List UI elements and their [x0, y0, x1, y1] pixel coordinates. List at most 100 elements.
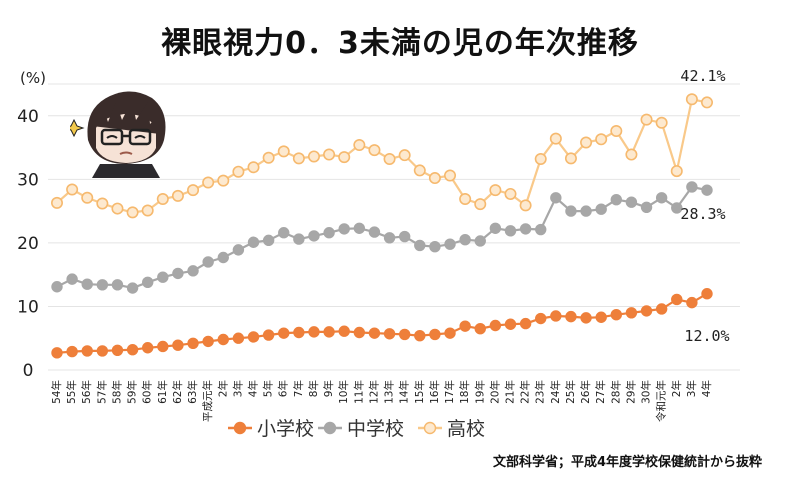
y-tick-label: 10 — [17, 297, 39, 317]
x-tick-label: 6年 — [277, 380, 290, 397]
data-point — [293, 233, 305, 245]
data-point — [655, 303, 668, 315]
x-tick-label: 8年 — [307, 380, 320, 397]
y-tick-label: 0 — [23, 361, 34, 381]
data-point — [610, 125, 623, 138]
data-point — [156, 193, 169, 206]
value-annotation: 12.0% — [684, 327, 729, 345]
data-point — [564, 152, 577, 165]
data-point — [172, 339, 184, 351]
data-point — [157, 271, 169, 283]
data-point — [686, 296, 698, 309]
x-tick-label: 55年 — [65, 380, 78, 404]
data-point — [323, 227, 335, 239]
data-point — [383, 152, 396, 165]
data-point — [565, 310, 577, 323]
x-tick-label: 62年 — [171, 380, 184, 404]
value-annotation: 28.3% — [680, 205, 725, 223]
data-point — [413, 164, 426, 177]
data-point — [232, 244, 245, 256]
data-point — [368, 144, 381, 157]
annotations: 42.1% 28.3% 12.0% — [680, 67, 729, 345]
x-tick-label: 4年 — [700, 380, 713, 397]
data-point — [700, 96, 713, 109]
data-point — [671, 293, 683, 306]
data-point — [141, 204, 154, 217]
data-point — [368, 327, 381, 339]
data-point — [353, 326, 366, 339]
legend-label: 小学校 — [257, 418, 314, 440]
data-point — [157, 340, 169, 353]
data-point — [701, 184, 713, 196]
data-point — [81, 345, 93, 357]
legend-marker — [423, 421, 437, 435]
data-point — [655, 116, 668, 129]
series-高校 — [50, 93, 713, 219]
legend-item-小学校: 小学校 — [228, 418, 314, 440]
data-point — [262, 329, 275, 341]
x-tick-label: 平成元年 — [201, 380, 214, 422]
y-tick-labels: 0 10 20 30 40 — [17, 107, 39, 381]
data-point — [459, 234, 471, 246]
data-point — [171, 189, 184, 202]
x-tick-label: 13年 — [383, 380, 396, 404]
data-point — [519, 199, 532, 212]
x-tick-label: 29年 — [624, 380, 637, 404]
data-point — [414, 239, 426, 252]
legend-item-中学校: 中学校 — [318, 418, 404, 440]
data-point — [429, 328, 441, 341]
x-tick-label: 61年 — [156, 380, 169, 404]
data-point — [368, 226, 381, 238]
data-point — [293, 326, 305, 339]
data-point — [50, 196, 63, 209]
data-point — [278, 227, 290, 239]
legend-marker — [323, 421, 337, 435]
data-point — [338, 223, 350, 235]
data-point — [474, 198, 487, 211]
legend-label: 中学校 — [347, 418, 404, 440]
y-tick-label: 20 — [17, 234, 39, 254]
x-tick-label: 12年 — [367, 380, 380, 404]
data-point — [398, 230, 411, 243]
data-point — [534, 152, 547, 165]
data-point — [383, 328, 396, 340]
data-point — [625, 307, 638, 319]
data-point — [610, 309, 623, 321]
data-point — [580, 136, 593, 149]
data-point — [307, 150, 320, 163]
x-tick-label: 60年 — [141, 380, 154, 404]
x-tick-label: 14年 — [398, 380, 411, 404]
x-tick-label: 2年 — [216, 380, 229, 397]
data-point — [489, 184, 502, 197]
data-point — [474, 235, 486, 247]
data-point — [202, 176, 215, 189]
data-point — [247, 161, 260, 174]
data-point — [459, 193, 472, 206]
data-point — [262, 151, 275, 164]
data-point — [323, 326, 335, 338]
series-line — [56, 292, 708, 354]
data-point — [66, 273, 78, 285]
data-point — [96, 345, 109, 357]
data-point — [262, 234, 275, 247]
x-tick-label: 24年 — [549, 380, 562, 404]
data-point — [66, 345, 78, 358]
data-point — [51, 281, 63, 293]
x-tick-label: 11年 — [352, 380, 365, 404]
data-point — [489, 319, 502, 332]
chart-title: 裸眼視力0．3未満の児の年次推移 — [161, 26, 639, 61]
x-tick-label: 10年 — [337, 380, 350, 404]
data-point — [595, 311, 607, 323]
data-point — [685, 93, 698, 106]
data-point — [232, 332, 245, 344]
legend-item-高校: 高校 — [418, 418, 485, 440]
data-point — [429, 241, 441, 253]
data-point — [141, 342, 154, 354]
data-point — [398, 149, 411, 162]
x-tick-label: 4年 — [247, 380, 260, 397]
data-point — [247, 331, 260, 343]
x-tick-label: 27年 — [594, 380, 607, 404]
legend-marker — [233, 421, 247, 435]
x-tick-label: 令和元年 — [655, 380, 668, 422]
